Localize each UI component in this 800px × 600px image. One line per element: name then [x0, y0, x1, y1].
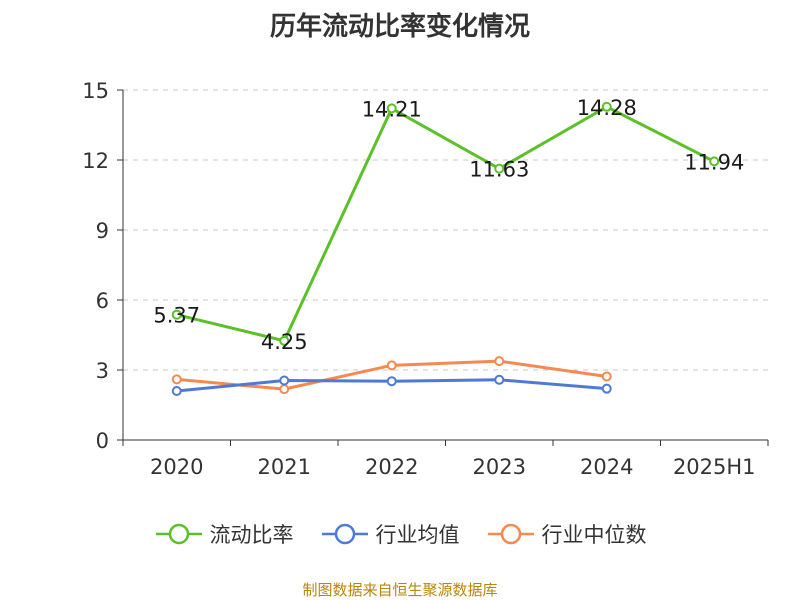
data-point: [494, 356, 505, 367]
data-point: [601, 101, 612, 112]
data-label: 11.63: [469, 158, 529, 182]
y-tick-label: 0: [96, 429, 109, 453]
legend-label: 行业中位数: [541, 523, 647, 547]
data-point: [494, 163, 505, 174]
legend-swatch-marker: [334, 523, 355, 545]
legend: 流动比率 行业均值 行业中位数: [0, 519, 800, 549]
y-tick-label: 9: [96, 219, 109, 243]
series-lines: [171, 101, 720, 396]
data-label: 5.37: [153, 304, 200, 328]
legend-item: 行业均值: [320, 519, 460, 549]
axes: 0 3 6 9 12 15 2020 2021 2022 2023 2024 2025H1: [82, 79, 769, 479]
legend-swatch-icon: [155, 523, 202, 545]
data-point: [386, 376, 397, 387]
data-point: [279, 384, 290, 395]
legend-swatch-icon: [487, 523, 534, 545]
legend-item: 行业中位数: [486, 519, 647, 549]
series-行业均值: [171, 374, 612, 396]
data-label: 14.28: [577, 96, 637, 120]
data-point: [494, 374, 505, 385]
data-point: [386, 360, 397, 371]
data-label: 4.25: [261, 330, 308, 354]
series-流动比率: [171, 101, 720, 346]
x-tick-label: 2023: [473, 455, 526, 479]
series-行业中位数: [171, 356, 612, 395]
x-tick-label: 2020: [150, 455, 203, 479]
data-point: [601, 383, 612, 394]
legend-swatch-marker: [500, 523, 521, 545]
legend-label: 流动比率: [209, 523, 294, 547]
data-point: [171, 386, 182, 396]
legend-item: 流动比率: [154, 519, 294, 549]
data-label: 11.94: [684, 150, 744, 174]
data-point: [279, 375, 290, 386]
data-point: [171, 309, 182, 320]
y-tick-label: 15: [82, 79, 109, 103]
data-point: [601, 371, 612, 382]
y-tick-label: 3: [96, 359, 109, 383]
data-label: 14.21: [362, 97, 422, 121]
data-labels: 5.37 4.25 14.21 11.63 14.28 11.94: [153, 96, 744, 354]
source-footer: 制图数据来自恒生聚源数据库: [302, 581, 498, 599]
grid-lines: [123, 89, 768, 371]
data-point: [171, 374, 182, 385]
data-point: [709, 156, 720, 167]
x-tick-label: 2021: [258, 455, 311, 479]
legend-swatch-icon: [321, 523, 368, 545]
data-point: [279, 335, 290, 346]
y-tick-label: 6: [96, 289, 109, 313]
x-tick-label: 2025H1: [673, 455, 756, 479]
y-tick-label: 12: [82, 149, 109, 173]
legend-swatch-marker: [168, 523, 189, 545]
series-line: [176, 105, 715, 343]
chart-title: 历年流动比率变化情况: [269, 12, 530, 42]
legend-label: 行业均值: [375, 523, 460, 547]
data-point: [386, 103, 397, 114]
x-tick-label: 2022: [365, 455, 418, 479]
x-tick-label: 2024: [580, 455, 633, 479]
